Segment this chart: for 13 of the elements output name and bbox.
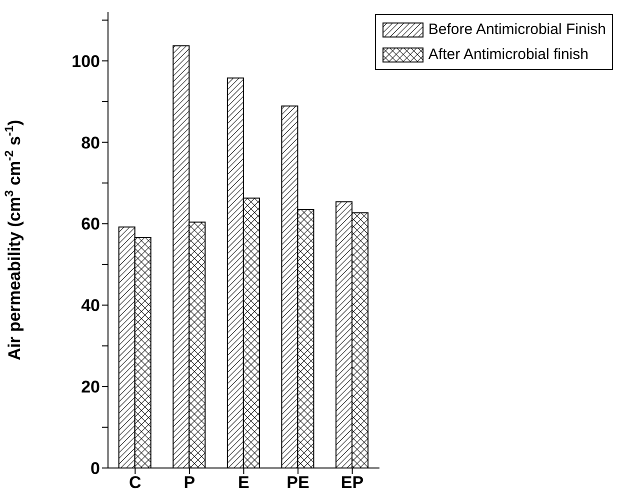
y-tick-label: 40: [81, 296, 100, 316]
y-tick-label: 80: [81, 133, 100, 152]
legend-label: Before Antimicrobial Finish: [428, 21, 606, 38]
x-tick-label: E: [238, 473, 250, 492]
x-tick-label: EP: [340, 473, 364, 492]
y-tick-label: 0: [90, 459, 100, 478]
y-tick-label: 60: [81, 214, 100, 234]
x-tick-label: C: [129, 473, 142, 492]
y-tick-label: 20: [81, 378, 100, 397]
x-tick-label: PE: [286, 473, 310, 492]
y-tick-label: 100: [72, 52, 100, 71]
legend-label: After Antimicrobial finish: [428, 46, 588, 63]
x-tick-label: P: [184, 473, 196, 492]
